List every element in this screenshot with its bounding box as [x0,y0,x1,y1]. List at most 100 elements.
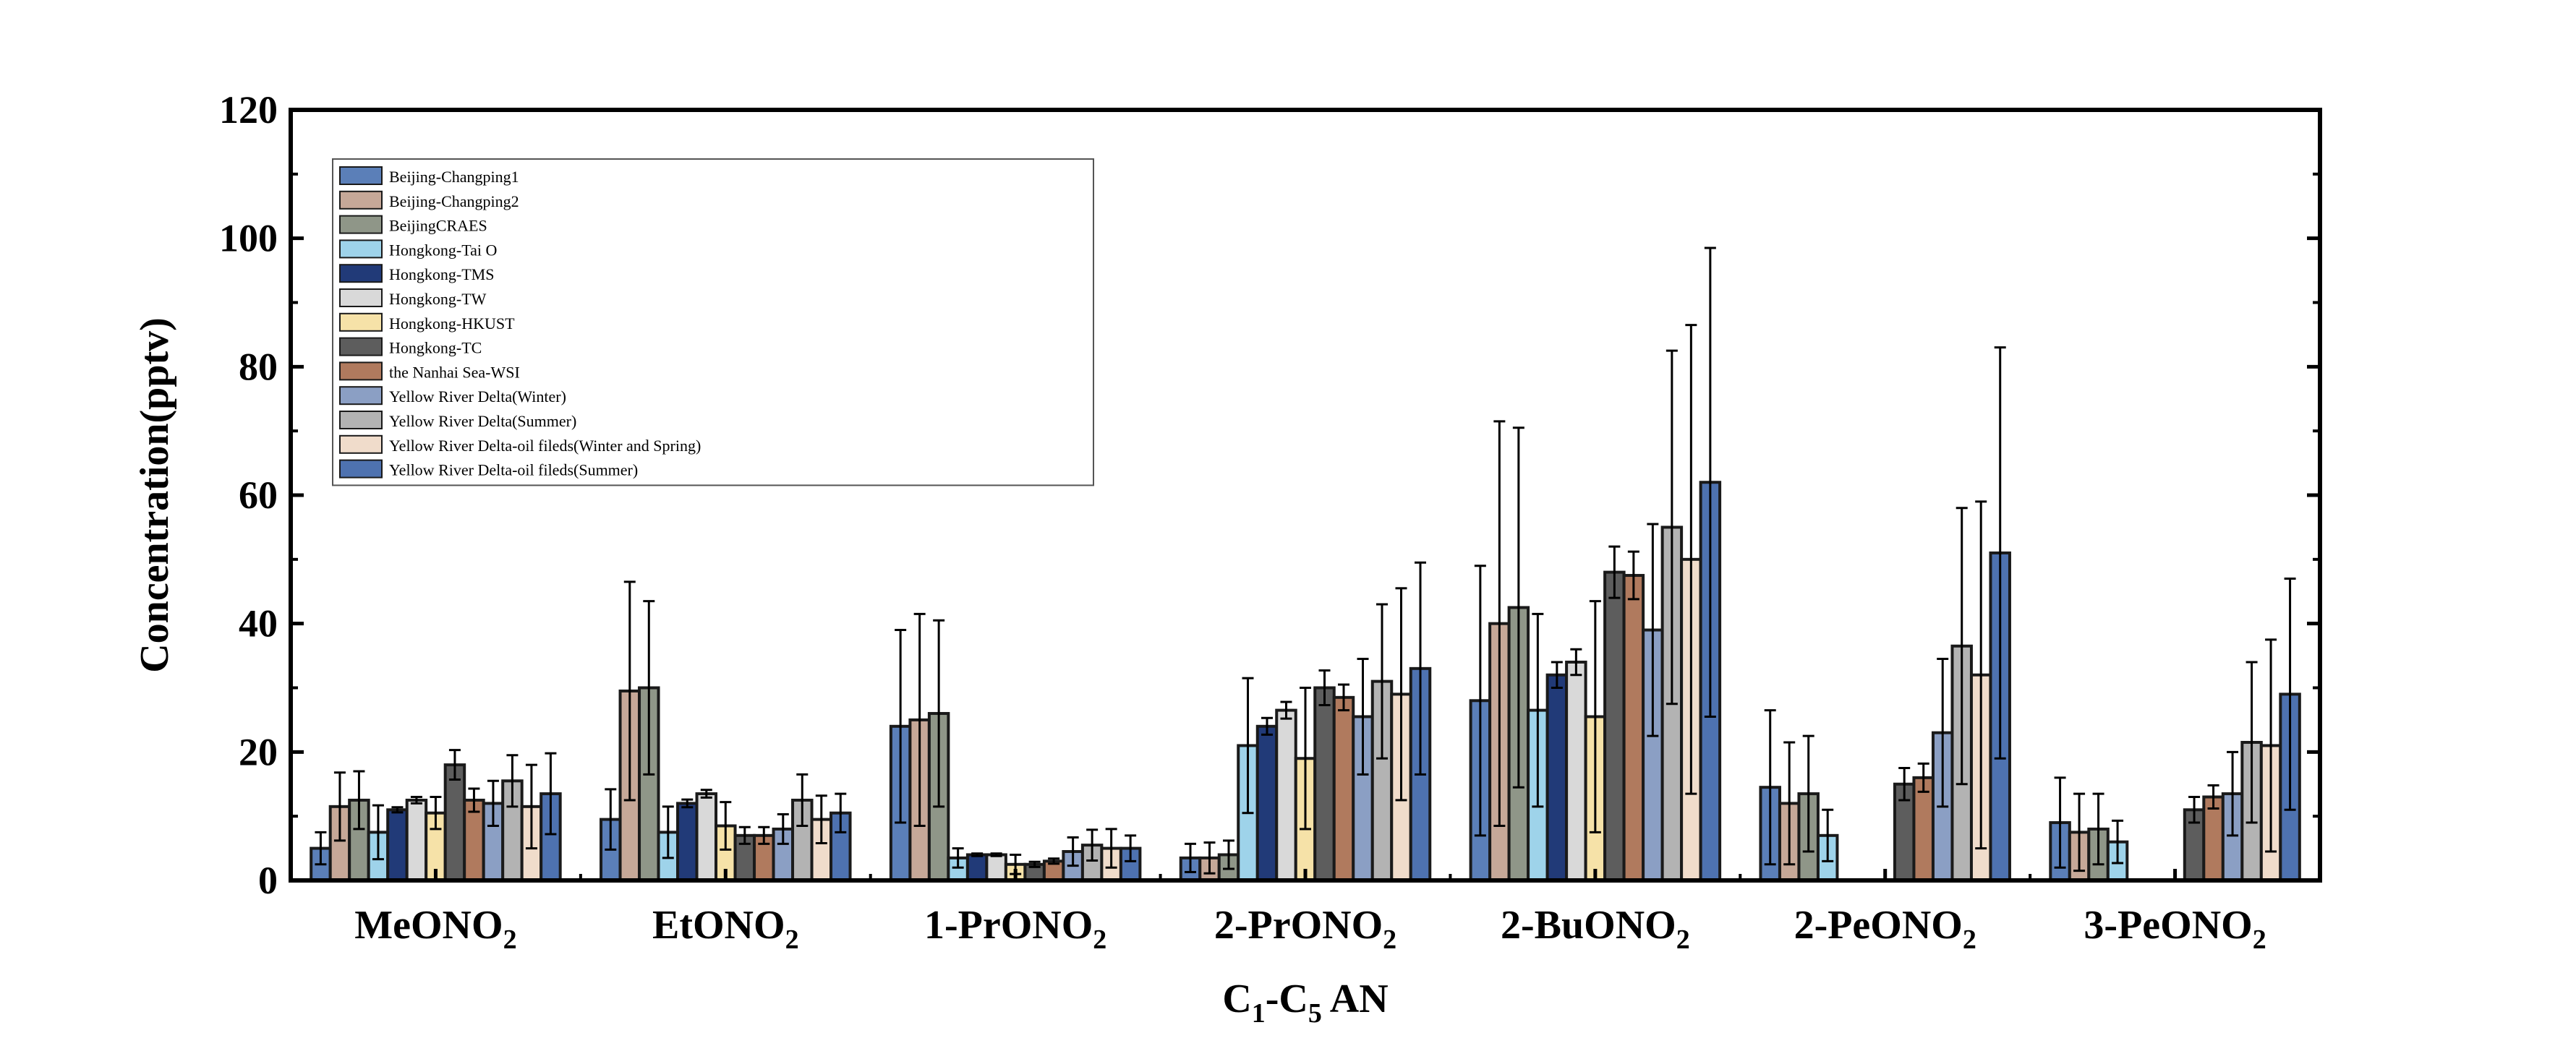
error-bar-9-5 [1937,658,1949,808]
error-bar-8-1 [758,825,770,845]
error-bar-2-1 [643,600,655,776]
error-bar-3-1 [662,805,674,859]
error-bar-10-6 [2246,661,2258,824]
legend-label-12: Yellow River Delta-oil fileds(Summer) [389,461,638,479]
x-tick-label-6: 3-PeONO2 [2084,903,2266,955]
bars-layer [310,246,2301,883]
error-bar-5-4 [1570,648,1582,677]
legend-swatch-1 [339,190,383,210]
error-bar-1-3 [1203,841,1216,875]
error-bar-9-3 [1357,658,1369,776]
error-bar-3-3 [1242,677,1254,815]
x-axis-title: C1-C5 AN [1222,977,1388,1029]
error-bar-7-5 [1898,767,1911,802]
error-bar-2-6 [2092,792,2104,866]
error-bar-5-2 [990,852,1002,857]
error-bar-1-2 [913,612,926,827]
bar-4-4 [1545,673,1569,882]
error-bar-9-1 [777,813,789,845]
error-bar-1-6 [2073,792,2086,872]
bar-4-2 [965,853,989,882]
error-bar-9-6 [2227,750,2239,837]
legend-label-11: Yellow River Delta-oil fileds(Winter and… [389,437,701,455]
error-bar-8-3 [1338,683,1349,712]
legend-swatch-0 [339,166,383,185]
error-bar-0-6 [2054,776,2066,869]
legend-label-1: Beijing-Changping2 [389,192,519,210]
x-tick-label-1: EtONO2 [652,903,799,955]
legend-label-3: Hongkong-Tai O [389,241,497,259]
legend-item-12: Yellow River Delta-oil fileds(Summer) [339,459,638,479]
legend-box [332,158,1094,486]
error-bar-8-4 [1627,550,1639,601]
error-bar-9-0 [487,779,499,827]
error-bar-6-3 [1300,687,1311,831]
y-tick-label-4: 80 [239,345,278,388]
bar-4-0 [386,808,409,883]
legend: Beijing-Changping1 Beijing-Changping2 Beij… [332,158,1094,486]
error-bar-3-6 [2112,819,2124,865]
error-bar-2-4 [1512,426,1524,789]
legend-item-8: the Nanhai Sea-WSI [339,361,520,381]
legend-item-9: Yellow River Delta(Winter) [339,386,566,406]
legend-item-6: Hongkong-HKUST [339,312,515,333]
error-bar-1-5 [1783,741,1796,866]
error-bar-3-5 [1822,808,1834,862]
error-bar-2-0 [353,770,365,831]
error-bar-12-4 [1704,246,1716,718]
error-bar-8-0 [468,787,480,813]
error-bar-4-3 [1261,716,1273,736]
error-bar-4-2 [971,852,984,857]
error-bar-10-2 [1086,828,1099,862]
error-bar-3-4 [1532,612,1544,808]
error-bar-7-2 [1028,860,1041,868]
error-bar-11-1 [815,794,827,844]
error-bar-3-2 [952,847,964,869]
legend-item-7: Hongkong-TC [339,337,482,357]
error-bar-8-5 [1917,762,1929,793]
error-bar-3-0 [372,804,384,861]
legend-swatch-12 [339,459,383,479]
legend-swatch-3 [339,239,383,259]
error-bar-6-1 [720,801,732,851]
error-bar-11-3 [1395,587,1407,802]
legend-label-5: Hongkong-TW [389,290,487,308]
legend-swatch-8 [339,361,383,381]
error-bar-11-6 [2265,638,2277,853]
legend-label-2: BeijingCRAES [389,217,487,235]
error-bar-7-6 [2188,796,2201,824]
error-bar-0-3 [1185,842,1196,873]
error-bar-0-4 [1474,565,1486,837]
bar-7-0 [443,763,466,882]
error-bar-10-4 [1666,349,1678,705]
error-bar-9-4 [1647,523,1659,737]
legend-swatch-5 [339,288,383,307]
legend-label-0: Beijing-Changping1 [389,168,519,186]
bar-7-3 [1313,686,1336,882]
error-bar-7-3 [1318,669,1331,706]
error-bar-4-0 [391,806,404,814]
bar-2-1 [638,686,660,882]
y-tick-label-1: 20 [239,730,278,773]
bar-8-0 [463,798,485,882]
error-bar-8-2 [1048,857,1060,865]
legend-label-10: Yellow River Delta(Summer) [389,412,576,430]
error-bar-10-1 [796,773,809,827]
error-bar-9-2 [1067,836,1079,867]
error-bar-10-5 [1956,507,1968,786]
error-bar-11-4 [1685,324,1697,795]
legend-item-4: Hongkong-TMS [339,264,494,283]
legend-label-4: Hongkong-TMS [389,265,494,283]
error-bar-0-0 [315,831,327,866]
bar-4-1 [676,802,699,883]
bar-5-3 [1275,708,1297,883]
legend-swatch-7 [339,337,383,356]
error-bar-1-0 [333,771,346,842]
error-bar-10-0 [506,754,519,808]
error-bar-5-0 [410,796,422,805]
error-bar-2-3 [1223,839,1234,870]
legend-item-0: Beijing-Changping1 [339,166,519,186]
bar-4-3 [1255,724,1279,882]
